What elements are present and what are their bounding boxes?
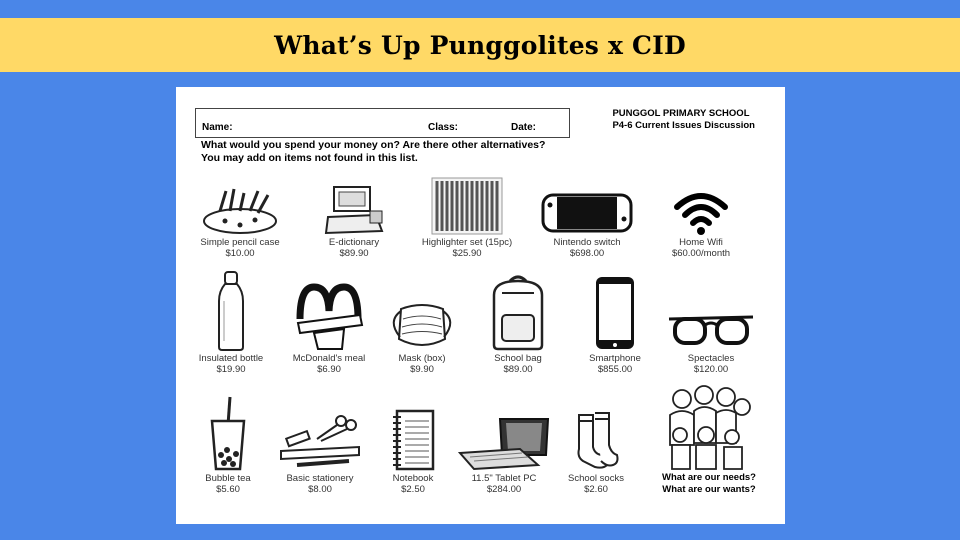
item-label: School bag	[494, 353, 542, 364]
item-label: Insulated bottle	[198, 353, 264, 364]
item-insulated-bottle: Insulated bottle $19.90	[176, 269, 286, 375]
item-home-wifi: Home Wifi $60.00/month	[646, 175, 756, 259]
item-price: $6.90	[317, 364, 341, 375]
class-label: Class:	[428, 122, 459, 133]
item-price: $10.00	[225, 248, 255, 259]
wifi-icon	[646, 175, 756, 235]
page-title: What’s Up Punggolites x CID	[274, 30, 686, 60]
item-notebook: Notebook $2.50	[358, 391, 468, 495]
item-price: $9.90	[410, 364, 434, 375]
item-school-socks: School socks $2.60	[541, 391, 651, 495]
question-line-2: You may add on items not found in this l…	[201, 152, 418, 164]
item-nintendo-switch: Nintendo switch $698.00	[532, 175, 642, 259]
question-line-1: What would you spend your money on? Are …	[201, 139, 546, 151]
worksheet: Name: Class: Date: PUNGGOL PRIMARY SCHOO…	[176, 87, 785, 524]
item-tablet-pc: 11.5" Tablet PC $284.00	[449, 391, 559, 495]
notebook-icon	[358, 391, 468, 471]
title-banner: What’s Up Punggolites x CID	[0, 18, 960, 72]
item-bubble-tea: Bubble tea $5.60	[173, 391, 283, 495]
item-price: $19.90	[216, 364, 246, 375]
item-label: 11.5" Tablet PC	[471, 473, 537, 484]
name-label: Name:	[202, 122, 233, 133]
item-label: Spectacles	[687, 353, 735, 364]
e-dictionary-icon	[299, 175, 409, 235]
item-price: $2.60	[584, 484, 608, 495]
nintendo-switch-icon	[532, 175, 642, 235]
bubble-tea-icon	[173, 391, 283, 471]
highlighter-set-icon	[402, 175, 532, 235]
mcdonalds-icon	[274, 269, 384, 351]
needs-question: What are our needs?	[662, 472, 756, 483]
item-price: $120.00	[693, 364, 729, 375]
smartphone-icon	[560, 269, 670, 351]
item-price: $5.60	[216, 484, 240, 495]
item-label: Highlighter set (15pc)	[421, 237, 513, 248]
wants-question: What are our wants?	[662, 484, 756, 495]
stationery-icon	[265, 391, 375, 471]
item-label: Notebook	[392, 473, 434, 484]
item-price: $60.00/month	[671, 248, 731, 259]
question-text: What would you spend your money on? Are …	[201, 139, 545, 165]
item-price: $284.00	[486, 484, 522, 495]
item-price: $89.90	[339, 248, 369, 259]
item-school-bag: School bag $89.00	[463, 269, 573, 375]
item-label: McDonald's meal	[292, 353, 366, 364]
bottle-icon	[176, 269, 286, 351]
item-price: $89.00	[503, 364, 533, 375]
mask-icon	[367, 269, 477, 351]
item-price: $855.00	[597, 364, 633, 375]
discussion-title: P4-6 Current Issues Discussion	[612, 120, 755, 131]
family-illustration	[660, 385, 756, 476]
item-price: $25.90	[452, 248, 482, 259]
item-price: $8.00	[308, 484, 332, 495]
item-label: Basic stationery	[286, 473, 354, 484]
item-basic-stationery: Basic stationery $8.00	[265, 391, 375, 495]
item-label: Nintendo switch	[553, 237, 621, 248]
item-label: Bubble tea	[205, 473, 251, 484]
item-label: Simple pencil case	[200, 237, 280, 248]
item-highlighter-set: Highlighter set (15pc) $25.90	[402, 175, 532, 259]
pencil-case-icon	[185, 175, 295, 235]
needs-wants-prompt: What are our needs? What are our wants?	[644, 472, 774, 496]
school-bag-icon	[463, 269, 573, 351]
item-spectacles: Spectacles $120.00	[656, 269, 766, 375]
item-label: Home Wifi	[679, 237, 723, 248]
item-price: $698.00	[569, 248, 605, 259]
school-heading: PUNGGOL PRIMARY SCHOOL P4-6 Current Issu…	[612, 108, 755, 132]
item-price: $2.50	[401, 484, 425, 495]
item-mask-box: Mask (box) $9.90	[367, 269, 477, 375]
socks-icon	[541, 391, 651, 471]
date-label: Date:	[511, 122, 537, 133]
item-e-dictionary: E-dictionary $89.90	[299, 175, 409, 259]
spectacles-icon	[656, 269, 766, 351]
item-pencil-case: Simple pencil case $10.00	[185, 175, 295, 259]
item-mcdonalds-meal: McDonald's meal $6.90	[274, 269, 384, 375]
tablet-icon	[449, 391, 559, 471]
item-label: School socks	[568, 473, 624, 484]
school-name: PUNGGOL PRIMARY SCHOOL	[612, 108, 750, 119]
name-class-date-box: Name: Class: Date:	[195, 108, 570, 138]
item-label: Mask (box)	[398, 353, 446, 364]
item-smartphone: Smartphone $855.00	[560, 269, 670, 375]
item-label: Smartphone	[589, 353, 641, 364]
item-label: E-dictionary	[328, 237, 380, 248]
